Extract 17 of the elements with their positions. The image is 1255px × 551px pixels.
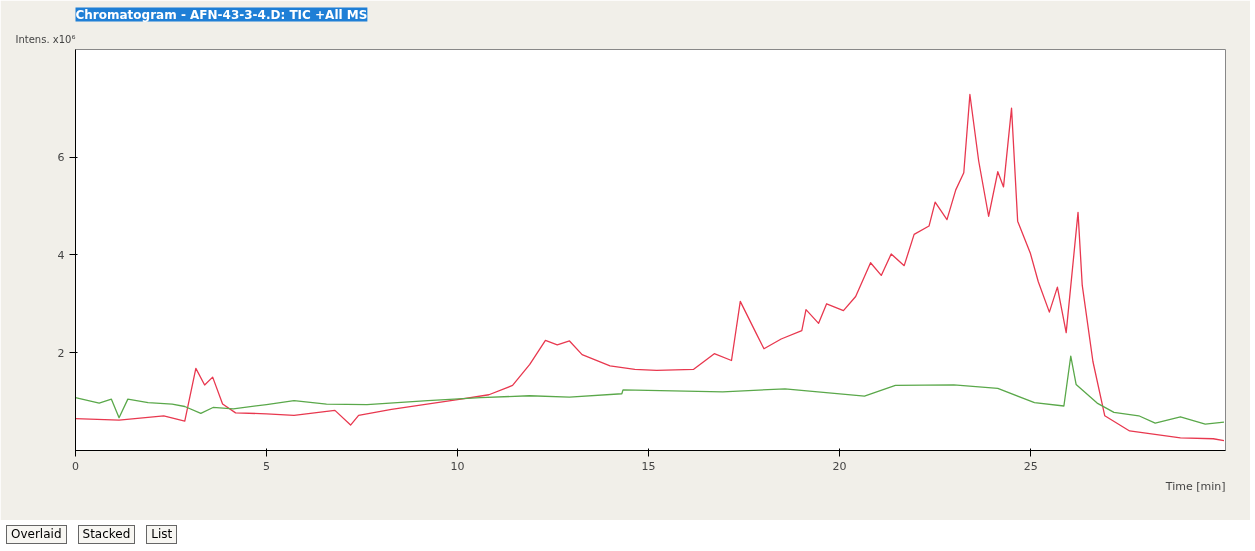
y-tick-label: 2 bbox=[57, 346, 65, 360]
text: List bbox=[151, 526, 173, 543]
x-axis-title: Time [min] bbox=[1164, 479, 1226, 493]
y-tick-label: 4 bbox=[57, 248, 65, 262]
line-series bbox=[75, 93, 1225, 442]
y-tick-label: 6 bbox=[57, 151, 65, 165]
x-tick-label: 15 bbox=[641, 459, 656, 473]
chart-title: Chromatogram - AFN-43-3-4.D: TIC +All MS bbox=[75, 7, 368, 22]
x-tick-label: 10 bbox=[450, 459, 465, 473]
y-axis-title: Intens. x10⁶ bbox=[15, 33, 76, 45]
x-tick-label: 0 bbox=[72, 459, 79, 473]
line-series bbox=[75, 355, 1225, 425]
x-tick-label: 25 bbox=[1023, 459, 1038, 473]
x-tick-label: 5 bbox=[263, 459, 271, 473]
text: Stacked bbox=[82, 526, 131, 543]
x-tick-label: 20 bbox=[832, 459, 847, 473]
text: Overlaid bbox=[11, 526, 62, 543]
